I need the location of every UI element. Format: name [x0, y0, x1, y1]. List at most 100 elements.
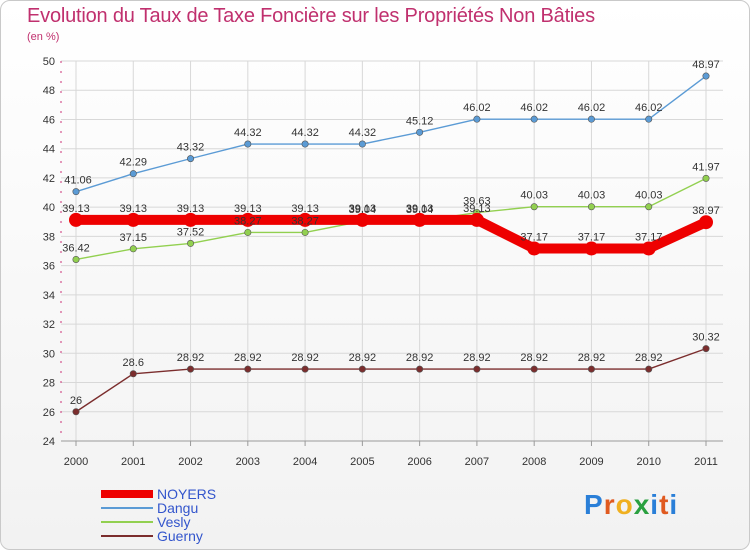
data-point-vesly — [244, 228, 252, 236]
data-point-dangu — [129, 170, 137, 178]
legend-label-vesly: Vesly — [157, 514, 191, 530]
data-label-guerny: 28.92 — [520, 352, 548, 364]
data-label-vesly: 41.97 — [692, 161, 720, 173]
legend-swatch-noyers — [101, 490, 153, 498]
data-label-dangu: 45.12 — [406, 115, 434, 127]
data-label-noyers: 37.17 — [578, 232, 606, 244]
x-tick-label: 2002 — [178, 456, 202, 468]
data-label-noyers: 39.13 — [463, 203, 491, 215]
x-tick-label: 2003 — [236, 456, 260, 468]
x-tick-label: 2007 — [465, 456, 489, 468]
data-point-vesly — [301, 228, 309, 236]
y-tick-label: 26 — [43, 407, 55, 419]
data-label-noyers: 39.13 — [234, 203, 262, 215]
data-label-dangu: 46.02 — [520, 102, 548, 114]
x-tick-label: 2001 — [121, 456, 145, 468]
data-point-dangu — [244, 140, 252, 148]
data-point-dangu — [301, 140, 309, 148]
data-label-dangu: 46.02 — [635, 102, 663, 114]
data-point-guerny — [587, 365, 595, 373]
data-label-guerny: 26 — [70, 395, 82, 407]
data-point-noyers — [699, 215, 713, 230]
axes: 24 26 28 30 32 34 36 38 40 42 44 46 48 50 2000 2001 2002… — [43, 56, 723, 468]
data-label-vesly: 36.42 — [62, 242, 90, 254]
data-point-dangu — [416, 128, 424, 136]
data-point-dangu — [473, 115, 481, 123]
data-point-vesly — [72, 255, 80, 263]
data-label-dangu: 48.97 — [692, 59, 720, 71]
y-tick-label: 34 — [43, 290, 55, 302]
y-tick-label: 44 — [43, 144, 55, 156]
chart-title: Evolution du Taux de Taxe Foncière sur l… — [27, 5, 595, 27]
data-label-noyers: 37.17 — [520, 232, 548, 244]
data-point-vesly — [702, 174, 710, 182]
data-label-guerny: 28.92 — [406, 352, 434, 364]
series-line-noyers — [76, 214, 709, 254]
x-tick-label: 2000 — [64, 456, 88, 468]
data-point-guerny — [416, 365, 424, 373]
legend-swatch-vesly — [101, 521, 153, 523]
data-labels-layer: 39.13 39.13 39.13 39.13 39.13 39.13 39.13 39.13… — [62, 59, 720, 407]
data-label-vesly: 38.27 — [291, 215, 319, 227]
data-label-dangu: 42.29 — [120, 157, 148, 169]
chart-unit-label: (en %) — [27, 31, 60, 43]
logo-letter: i — [669, 489, 679, 520]
data-label-vesly: 38.27 — [234, 215, 262, 227]
logo-letter: P — [584, 489, 604, 520]
y-tick-label: 42 — [43, 173, 55, 185]
data-point-noyers — [641, 241, 656, 256]
data-label-vesly: 40.03 — [578, 190, 606, 202]
data-label-guerny: 28.92 — [177, 352, 205, 364]
data-label-vesly: 37.52 — [177, 226, 205, 238]
data-label-guerny: 30.32 — [692, 332, 720, 344]
data-label-dangu: 43.32 — [177, 142, 205, 154]
y-tick-label: 36 — [43, 261, 55, 273]
data-point-dangu — [187, 155, 195, 163]
series-line-dangu — [75, 75, 707, 193]
data-label-guerny: 28.92 — [635, 352, 663, 364]
logo-letter: r — [603, 489, 616, 520]
data-point-dangu — [358, 140, 366, 148]
data-label-guerny: 28.92 — [291, 352, 319, 364]
data-label-vesly: 39.63 — [463, 196, 491, 208]
data-point-noyers — [69, 212, 83, 227]
data-label-guerny: 28.92 — [349, 352, 377, 364]
x-tick-label: 2009 — [579, 456, 603, 468]
legend-swatch-dangu — [101, 507, 153, 509]
data-point-noyers — [240, 212, 255, 227]
logo-letter: i — [650, 489, 660, 520]
legend-label-guerny: Guerny — [157, 528, 203, 544]
proxiti-logo: Proxiti — [584, 489, 678, 521]
data-label-vesly: 37.15 — [120, 232, 148, 244]
x-tick-label: 2005 — [350, 456, 374, 468]
data-point-guerny — [530, 365, 538, 373]
data-point-guerny — [645, 365, 653, 373]
data-label-dangu: 46.02 — [463, 102, 491, 114]
data-label-dangu: 44.32 — [349, 127, 377, 139]
data-point-noyers — [126, 212, 141, 227]
data-point-dangu — [530, 115, 538, 123]
legend-label-dangu: Dangu — [157, 500, 199, 516]
y-tick-label: 32 — [43, 319, 55, 331]
y-tick-label: 40 — [43, 202, 55, 214]
x-tick-label: 2004 — [293, 456, 317, 468]
x-tick-label: 2008 — [522, 456, 546, 468]
data-label-dangu: 46.02 — [578, 102, 606, 114]
legend-swatch-guerny — [101, 535, 153, 537]
data-label-guerny: 28.6 — [123, 357, 144, 369]
data-point-guerny — [301, 365, 309, 373]
data-label-noyers: 39.13 — [406, 203, 434, 215]
data-label-noyers: 39.13 — [120, 203, 148, 215]
data-label-vesly: 39.04 — [406, 204, 434, 216]
x-tick-label: 2011 — [694, 456, 718, 468]
data-point-dangu — [645, 115, 653, 123]
data-point-noyers — [298, 212, 313, 227]
data-label-vesly: 39.04 — [349, 204, 377, 216]
data-label-noyers: 39.13 — [291, 203, 319, 215]
data-label-noyers: 39.13 — [62, 203, 90, 215]
data-label-dangu: 41.06 — [64, 175, 92, 187]
data-point-vesly — [187, 239, 195, 247]
data-point-dangu — [587, 115, 595, 123]
